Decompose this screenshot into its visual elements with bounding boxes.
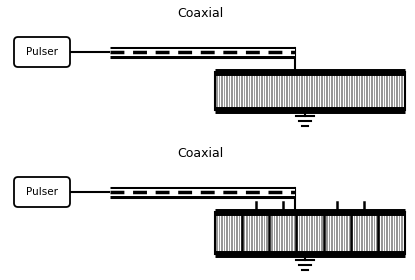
Bar (215, 72, 405, 110)
Bar (110, 188, 295, 195)
Text: Pulser: Pulser (26, 187, 58, 197)
Bar (110, 48, 295, 55)
FancyBboxPatch shape (14, 177, 70, 207)
Text: Coaxial: Coaxial (177, 7, 223, 20)
FancyBboxPatch shape (14, 37, 70, 67)
Bar (215, 212, 405, 254)
Text: Pulser: Pulser (26, 47, 58, 57)
Text: Coaxial: Coaxial (177, 147, 223, 160)
